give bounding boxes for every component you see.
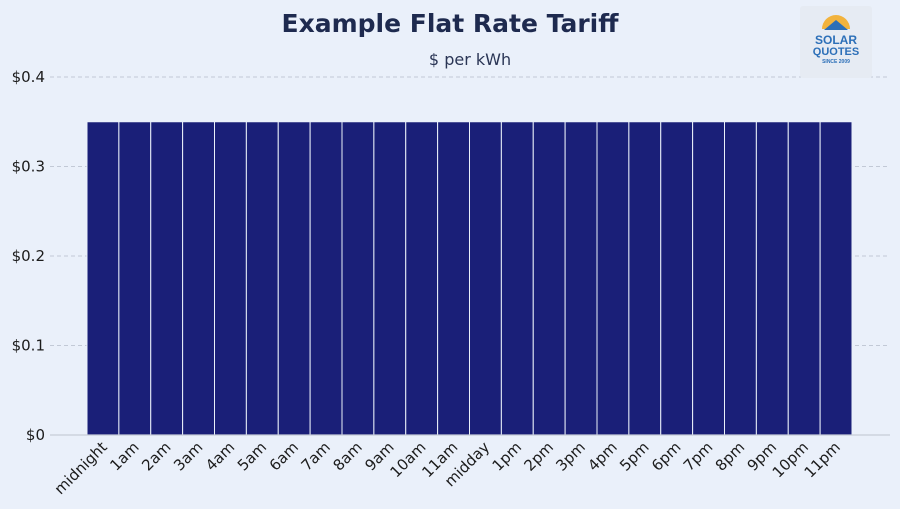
bar-4am (214, 121, 247, 436)
x-tick-label: 1am (106, 438, 142, 474)
x-tick-label: midnight (51, 438, 111, 498)
y-tick-label: $0.3 (12, 158, 45, 176)
x-tick-label: 7pm (680, 438, 717, 475)
bar-7pm (692, 121, 725, 436)
bar-midday (469, 121, 502, 436)
y-tick-label: $0.2 (12, 247, 45, 265)
bar-4pm (596, 121, 630, 436)
x-tick-label: 2am (138, 438, 174, 474)
logo-text-line2: QUOTES (813, 46, 859, 58)
bar-11pm (819, 121, 853, 436)
bar-9pm (755, 121, 789, 436)
x-tick-label: 3pm (552, 438, 589, 475)
bar-3am (182, 121, 215, 436)
bar-3pm (564, 121, 598, 436)
bar-6am (277, 121, 311, 436)
bar-midnight (86, 121, 120, 436)
x-tick-label: 6pm (648, 438, 685, 475)
bar-5am (245, 121, 279, 436)
logo-text-line1: SOLAR (815, 33, 857, 47)
house-icon (824, 20, 848, 30)
x-tick-label: 6am (266, 438, 302, 474)
chart-subtitle: $ per kWh (429, 50, 511, 69)
bar-8am (341, 121, 375, 436)
bars (86, 121, 853, 436)
x-tick-label: 4am (202, 438, 238, 474)
bar-5pm (628, 121, 662, 436)
y-tick-label: $0 (26, 426, 45, 444)
x-tick-label: 1pm (489, 438, 526, 475)
bar-8pm (724, 121, 757, 436)
x-tick-label: 5am (234, 438, 270, 474)
x-tick-label: 7am (298, 438, 334, 474)
x-tick-label: 10am (386, 438, 429, 481)
bar-10am (405, 121, 439, 436)
x-tick-labels: midnight1am2am3am4am5am6am7am8am9am10am1… (51, 438, 844, 498)
y-tick-labels: $0 $0.1 $0.2 $0.3 $0.4 (12, 68, 45, 444)
bar-7am (309, 121, 343, 436)
bar-1pm (500, 121, 534, 436)
bar-9am (373, 121, 407, 436)
bar-1am (118, 121, 152, 436)
x-tick-label: 5pm (616, 438, 653, 475)
x-tick-label: 8pm (712, 438, 749, 475)
bar-10pm (787, 121, 821, 436)
logo-tagline: SINCE 2009 (822, 59, 850, 65)
logo-background (800, 6, 872, 78)
bar-2am (150, 121, 184, 436)
bar-6pm (660, 121, 694, 436)
x-tick-label: 2pm (520, 438, 557, 475)
solar-quotes-logo: SOLAR QUOTES SINCE 2009 (800, 6, 872, 78)
x-tick-label: 11pm (801, 438, 844, 481)
chart-title: Example Flat Rate Tariff (282, 9, 620, 38)
bar-2pm (532, 121, 566, 436)
x-tick-label: 8am (329, 438, 365, 474)
y-tick-label: $0.1 (12, 337, 45, 355)
x-tick-label: 3am (170, 438, 206, 474)
x-tick-label: 4pm (584, 438, 621, 475)
bar-11am (437, 121, 470, 436)
y-tick-label: $0.4 (12, 68, 45, 86)
